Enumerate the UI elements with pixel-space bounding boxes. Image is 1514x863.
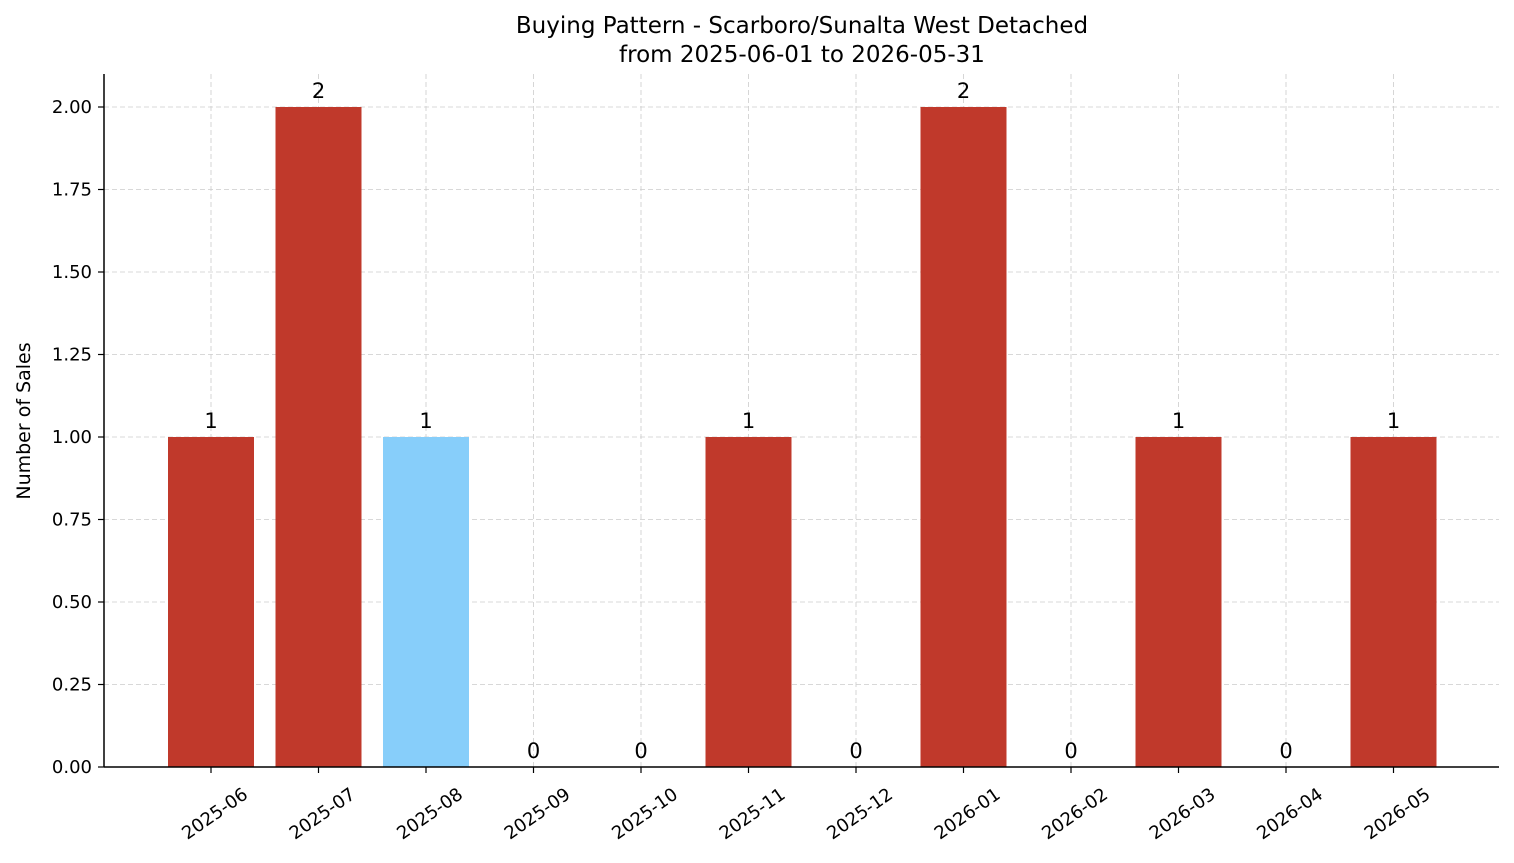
- bar-2025-07: [275, 107, 362, 767]
- x-tick-label: 2025-07: [286, 784, 360, 844]
- y-tick-label: 1.75: [52, 180, 92, 201]
- data-label-2025-09: 0: [527, 739, 540, 763]
- x-tick-label: 2026-03: [1146, 784, 1220, 844]
- y-tick-label: 0.75: [52, 510, 92, 531]
- x-tick-label: 2025-10: [608, 784, 682, 844]
- bar-2025-11: [705, 437, 792, 767]
- data-label-2025-06: 1: [204, 409, 217, 433]
- x-tick-label: 2025-06: [178, 784, 252, 844]
- chart-subtitle: from 2025-06-01 to 2026-05-31: [619, 42, 985, 68]
- y-axis-label: Number of Sales: [13, 342, 35, 499]
- bars-layer: [168, 107, 1437, 767]
- x-tick-label: 2025-11: [716, 784, 790, 844]
- x-tick-label: 2026-02: [1038, 784, 1112, 844]
- data-label-2025-12: 0: [849, 739, 862, 763]
- y-tick-label: 1.25: [52, 345, 92, 366]
- data-label-2025-10: 0: [634, 739, 647, 763]
- x-tick-label: 2026-04: [1253, 784, 1327, 844]
- y-tick-label: 0.50: [52, 592, 92, 613]
- x-tick-label: 2026-05: [1361, 784, 1435, 844]
- x-tick-label: 2025-09: [501, 784, 575, 844]
- y-tick-label: 2.00: [52, 97, 92, 118]
- data-label-2026-04: 0: [1279, 739, 1292, 763]
- data-labels-layer: 1 2 1 0 0 1 0 2 0 1 0 1: [204, 79, 1400, 763]
- bar-2025-08: [383, 437, 469, 767]
- bar-2026-03: [1135, 437, 1222, 767]
- y-tick-label: 0.00: [52, 757, 92, 778]
- data-label-2025-11: 1: [742, 409, 755, 433]
- y-tick-label: 1.00: [52, 427, 92, 448]
- data-label-2026-01: 2: [957, 79, 970, 103]
- y-tick-label: 1.50: [52, 262, 92, 283]
- data-label-2026-02: 0: [1064, 739, 1077, 763]
- x-tick-label: 2025-12: [823, 784, 897, 844]
- bar-2026-01: [920, 107, 1007, 767]
- data-label-2026-03: 1: [1172, 409, 1185, 433]
- chart-title: Buying Pattern - Scarboro/Sunalta West D…: [516, 13, 1088, 39]
- x-tick-label: 2025-08: [393, 784, 467, 844]
- bar-2026-05: [1350, 437, 1437, 767]
- y-tick-label: 0.25: [52, 675, 92, 696]
- data-label-2026-05: 1: [1387, 409, 1400, 433]
- x-tick-label: 2026-01: [931, 784, 1005, 844]
- data-label-2025-07: 2: [312, 79, 325, 103]
- bar-2025-06: [168, 437, 254, 767]
- data-label-2025-08: 1: [419, 409, 432, 433]
